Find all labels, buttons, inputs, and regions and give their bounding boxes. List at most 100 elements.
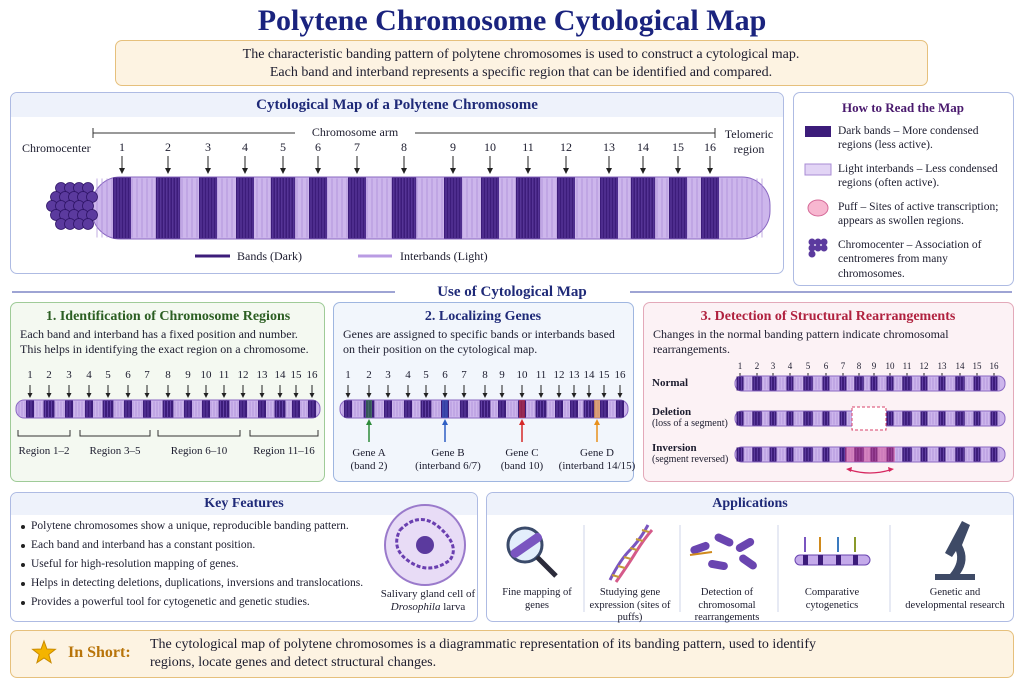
dark-band bbox=[444, 177, 462, 239]
region-bracket bbox=[17, 430, 71, 437]
band-number: 12 bbox=[560, 140, 572, 154]
section-heading: Use of Cytological Map bbox=[437, 284, 587, 300]
legend-item: Puff – Sites of active transcription; ap… bbox=[838, 201, 999, 228]
band-arrowhead bbox=[385, 393, 391, 398]
band-arrowhead bbox=[487, 168, 493, 174]
dna-rung bbox=[629, 547, 638, 551]
band-arrowhead bbox=[105, 393, 111, 398]
dark-band bbox=[870, 376, 878, 391]
band-number: 1 bbox=[345, 369, 351, 381]
gene-highlight bbox=[594, 400, 600, 418]
region-bracket bbox=[157, 430, 241, 437]
dark-band bbox=[113, 177, 131, 239]
band-number: 4 bbox=[787, 361, 793, 371]
region-label: Region 6–10 bbox=[170, 445, 228, 457]
dark-band bbox=[555, 400, 563, 418]
band-number: 9 bbox=[185, 369, 191, 381]
dark-band bbox=[143, 400, 151, 418]
band-arrowhead bbox=[205, 168, 211, 174]
deletion-gap bbox=[851, 406, 887, 431]
band-number: 12 bbox=[553, 369, 565, 381]
dark-band bbox=[85, 400, 93, 418]
dark-band bbox=[65, 400, 73, 418]
band-arrowhead bbox=[556, 393, 562, 398]
gene-note: (interband 6/7) bbox=[415, 460, 481, 472]
icon-arrow bbox=[689, 551, 713, 556]
band-number: 13 bbox=[256, 369, 268, 381]
band-number: 14 bbox=[583, 369, 595, 381]
dark-band bbox=[199, 177, 217, 239]
gene-name: Gene A bbox=[352, 447, 386, 459]
legend-panel bbox=[793, 92, 1014, 286]
dark-band bbox=[938, 447, 946, 462]
row-note: (loss of a segment) bbox=[652, 418, 728, 429]
band-number: 10 bbox=[200, 369, 212, 381]
band-arrowhead bbox=[499, 393, 505, 398]
panel-title: 1. Identification of Chromosome Regions bbox=[45, 309, 291, 324]
band-arrowhead bbox=[606, 168, 612, 174]
microscope bbox=[935, 521, 975, 580]
band-number: 15 bbox=[972, 361, 982, 371]
band-arrowhead bbox=[640, 168, 646, 174]
swatch-light bbox=[804, 163, 832, 176]
band-arrowhead bbox=[221, 393, 227, 398]
band-number: 11 bbox=[522, 140, 534, 154]
dark-band bbox=[557, 177, 575, 239]
dark-band bbox=[391, 177, 417, 239]
dark-band bbox=[616, 400, 624, 418]
applications-title: Applications bbox=[712, 496, 788, 511]
dna-strand bbox=[608, 524, 650, 581]
band-number: 9 bbox=[450, 140, 456, 154]
region-bracket bbox=[249, 430, 319, 437]
caption: Salivary gland cell of bbox=[380, 588, 476, 600]
band-number: 7 bbox=[354, 140, 360, 154]
gene-arrowhead bbox=[594, 419, 600, 425]
dark-band bbox=[43, 400, 55, 418]
band-arrowhead bbox=[525, 168, 531, 174]
gene-name: Gene B bbox=[431, 447, 465, 459]
icon-chromosome bbox=[708, 559, 728, 571]
band-number: 2 bbox=[754, 361, 760, 371]
in-short-label: In Short: bbox=[68, 644, 131, 661]
band-arrowhead bbox=[280, 168, 286, 174]
map-title: Cytological Map of a Polytene Chromosome bbox=[256, 97, 538, 113]
icon-chromosome bbox=[690, 541, 710, 555]
dark-band bbox=[990, 411, 998, 426]
swatch-puff bbox=[807, 199, 829, 217]
band-arrowhead bbox=[277, 393, 283, 398]
species-name: Drosophila bbox=[390, 601, 441, 613]
gene-note: (band 2) bbox=[350, 460, 388, 472]
gene-highlight bbox=[442, 400, 448, 418]
band-number: 16 bbox=[704, 140, 716, 154]
band-arrowhead bbox=[242, 168, 248, 174]
band-number: 9 bbox=[499, 369, 505, 381]
band-number: 8 bbox=[482, 369, 488, 381]
caption-species: Drosophila larva bbox=[373, 601, 483, 615]
legend-item: Light interbands – Less condensed region… bbox=[838, 163, 998, 190]
dark-band bbox=[583, 400, 595, 418]
dark-band bbox=[886, 447, 894, 462]
dna-strand bbox=[614, 529, 654, 583]
band-number: 10 bbox=[484, 140, 496, 154]
intro-line: Each band and interband represents a spe… bbox=[269, 65, 773, 80]
icon-chromosome bbox=[735, 538, 755, 552]
dark-band bbox=[769, 376, 777, 391]
main-chromosome bbox=[91, 176, 771, 240]
feature-item: Helps in detecting deletions, duplicatio… bbox=[31, 577, 364, 589]
dark-band bbox=[990, 447, 998, 462]
band-arrowhead bbox=[519, 393, 525, 398]
dark-band bbox=[239, 400, 247, 418]
gene-note: (band 10) bbox=[500, 460, 544, 472]
icon-chromosome bbox=[510, 532, 543, 558]
legend-item: Chromocenter – Association of centromere… bbox=[838, 239, 982, 280]
gene-highlight bbox=[366, 400, 372, 418]
band-number: 3 bbox=[205, 140, 211, 154]
legend-bands: Bands (Dark) bbox=[237, 249, 302, 263]
gene-arrowhead bbox=[366, 419, 372, 425]
band-arrowhead bbox=[293, 393, 299, 398]
legend-item: Dark bands – More condensed regions (les… bbox=[838, 125, 979, 152]
intro-line: The characteristic banding pattern of po… bbox=[242, 47, 800, 62]
band-number: 15 bbox=[598, 369, 610, 381]
dark-band bbox=[292, 400, 300, 418]
